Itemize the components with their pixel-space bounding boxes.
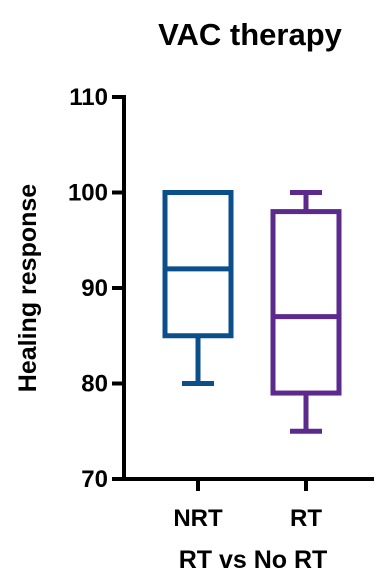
box-series bbox=[162, 190, 342, 434]
x-tick-label: NRT bbox=[173, 505, 223, 532]
x-axis-ticks: NRT RT bbox=[173, 479, 322, 532]
iqr-box bbox=[162, 190, 234, 339]
y-tick-label: 110 bbox=[69, 84, 108, 111]
iqr-box bbox=[270, 209, 342, 396]
y-axis-ticks: 70 80 90 100 110 bbox=[68, 84, 124, 493]
y-tick-label: 80 bbox=[81, 371, 108, 398]
y-tick-label: 70 bbox=[81, 466, 108, 493]
x-tick-label: RT bbox=[290, 505, 322, 532]
y-tick-label: 100 bbox=[68, 180, 108, 207]
y-axis-label: Healing response bbox=[14, 184, 42, 392]
y-tick-label: 90 bbox=[81, 275, 108, 302]
box-rt bbox=[270, 190, 342, 434]
box-nrt bbox=[162, 190, 234, 386]
chart-title: VAC therapy bbox=[158, 17, 343, 52]
x-axis-label: RT vs No RT bbox=[179, 546, 328, 574]
